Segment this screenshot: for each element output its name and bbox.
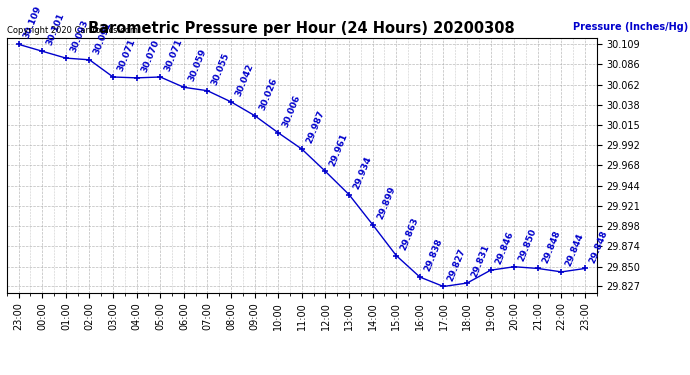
Text: 30.055: 30.055 <box>210 51 231 87</box>
Text: 30.101: 30.101 <box>45 12 66 47</box>
Text: 29.863: 29.863 <box>399 216 420 251</box>
Text: 29.831: 29.831 <box>470 243 491 279</box>
Text: Copyright 2020 Cartronics.com: Copyright 2020 Cartronics.com <box>7 26 138 35</box>
Text: 29.844: 29.844 <box>564 232 586 268</box>
Text: 30.059: 30.059 <box>187 48 208 83</box>
Text: 29.850: 29.850 <box>517 227 538 262</box>
Text: 29.846: 29.846 <box>493 230 515 266</box>
Text: 30.071: 30.071 <box>116 38 137 73</box>
Text: 29.838: 29.838 <box>423 237 444 273</box>
Text: 29.961: 29.961 <box>328 132 350 167</box>
Text: 30.042: 30.042 <box>234 62 255 98</box>
Text: 29.848: 29.848 <box>541 229 562 264</box>
Text: 29.934: 29.934 <box>352 154 373 190</box>
Text: 30.026: 30.026 <box>257 76 279 111</box>
Text: 30.006: 30.006 <box>281 93 302 129</box>
Text: 30.070: 30.070 <box>139 39 161 74</box>
Text: 30.109: 30.109 <box>21 5 43 40</box>
Text: Pressure (Inches/Hg): Pressure (Inches/Hg) <box>573 22 689 33</box>
Title: Barometric Pressure per Hour (24 Hours) 20200308: Barometric Pressure per Hour (24 Hours) … <box>88 21 515 36</box>
Text: 29.987: 29.987 <box>305 109 326 145</box>
Text: 30.093: 30.093 <box>69 19 90 54</box>
Text: 30.071: 30.071 <box>163 38 184 73</box>
Text: 29.899: 29.899 <box>375 184 397 220</box>
Text: 29.848: 29.848 <box>588 229 609 264</box>
Text: 29.827: 29.827 <box>446 247 468 282</box>
Text: 30.091: 30.091 <box>92 20 114 56</box>
